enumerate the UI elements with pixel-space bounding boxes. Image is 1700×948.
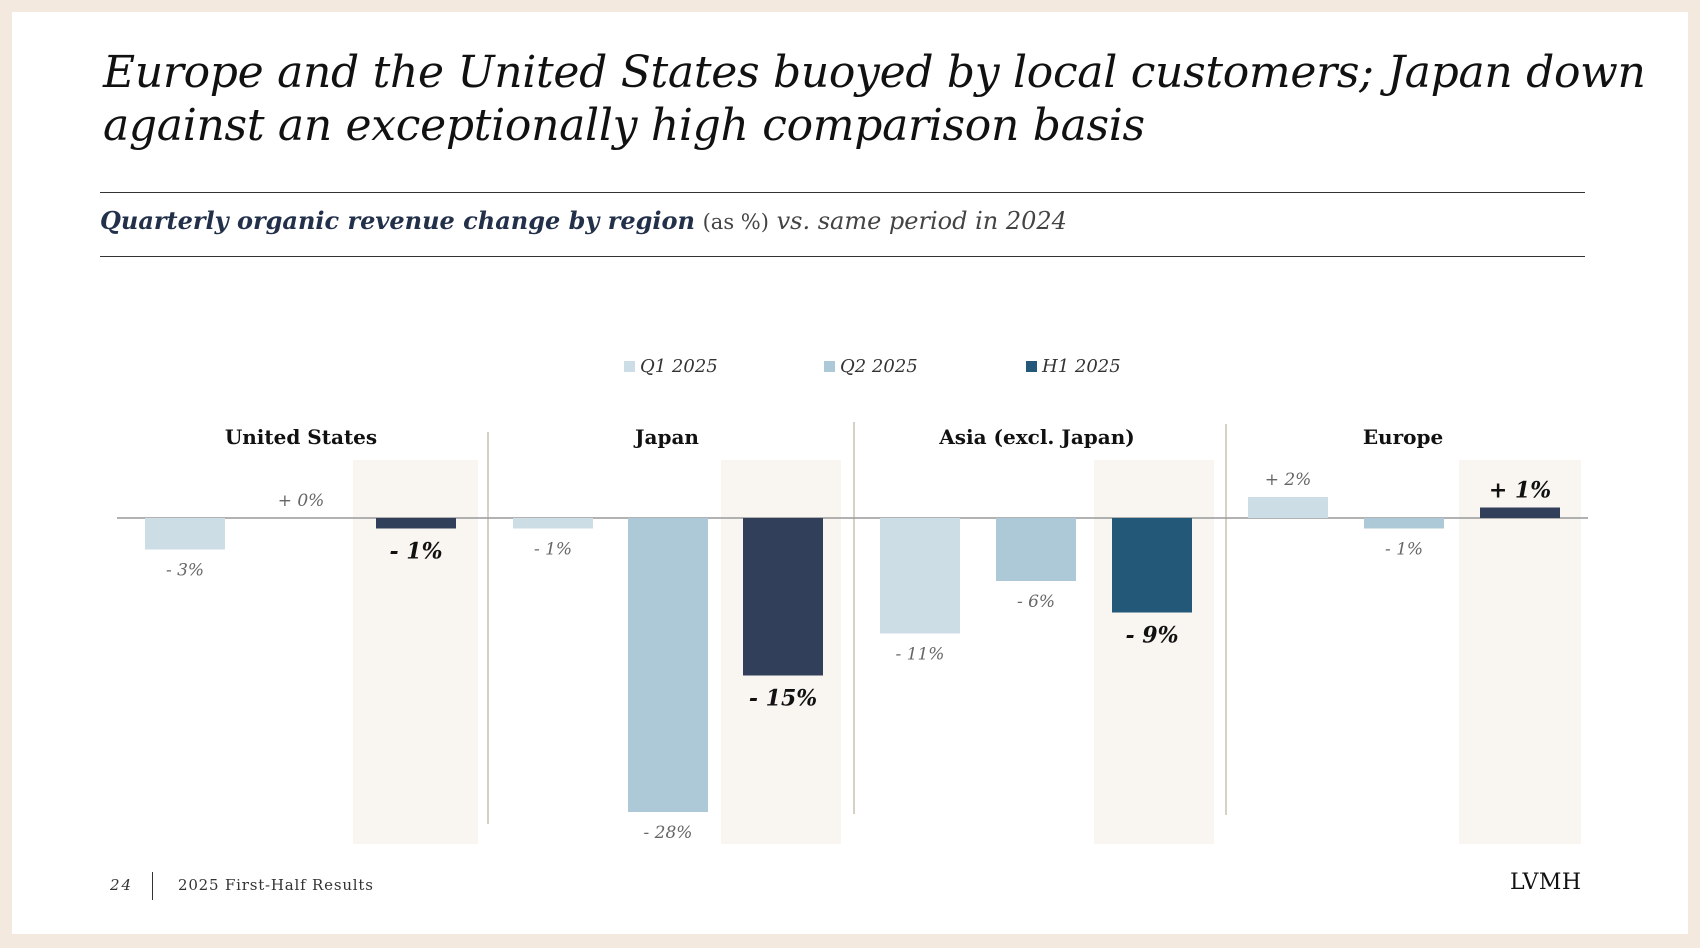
legend-label-q2: Q2 2025 bbox=[840, 356, 918, 377]
bar-q1-2025 bbox=[880, 518, 960, 634]
bar-q1-2025 bbox=[1248, 497, 1328, 518]
bar-q2-2025 bbox=[996, 518, 1076, 581]
data-label: - 1% bbox=[1385, 540, 1423, 560]
brand-logo: LVMH bbox=[1510, 870, 1582, 895]
h1-highlight-band bbox=[1459, 460, 1581, 844]
slide-title: Europe and the United States buoyed by l… bbox=[103, 47, 1646, 151]
data-label: - 1% bbox=[534, 540, 572, 560]
region-label: Europe bbox=[1363, 425, 1443, 449]
legend-item-h1: H1 2025 bbox=[1026, 356, 1121, 377]
document-title: 2025 First-Half Results bbox=[178, 876, 374, 894]
data-label: - 3% bbox=[166, 561, 204, 581]
data-label: - 1% bbox=[389, 539, 442, 565]
bar-h1-2025 bbox=[1112, 518, 1192, 613]
region-label: Asia (excl. Japan) bbox=[938, 425, 1134, 449]
data-label: + 0% bbox=[278, 491, 325, 511]
top-rule bbox=[100, 192, 1585, 193]
footer-separator bbox=[152, 872, 153, 900]
legend-label-q1: Q1 2025 bbox=[640, 356, 718, 377]
data-label: + 1% bbox=[1489, 478, 1551, 504]
legend-swatch-q1 bbox=[624, 361, 635, 372]
bottom-rule bbox=[100, 256, 1585, 257]
bar-q1-2025 bbox=[145, 518, 225, 550]
bar-h1-2025 bbox=[743, 518, 823, 676]
bar-h1-2025 bbox=[376, 518, 456, 529]
subtitle-bold: Quarterly organic revenue change by regi… bbox=[100, 206, 695, 235]
chart-subtitle: Quarterly organic revenue change by regi… bbox=[100, 206, 1067, 235]
region-label: United States bbox=[225, 425, 377, 449]
legend-swatch-h1 bbox=[1026, 361, 1037, 372]
data-label: - 6% bbox=[1017, 592, 1055, 612]
data-label: - 9% bbox=[1125, 623, 1178, 649]
legend-label-h1: H1 2025 bbox=[1042, 356, 1121, 377]
slide-background bbox=[12, 12, 1688, 934]
legend-item-q1: Q1 2025 bbox=[624, 356, 718, 377]
legend-item-q2: Q2 2025 bbox=[824, 356, 918, 377]
data-label: - 15% bbox=[749, 686, 817, 712]
data-label: + 2% bbox=[1265, 470, 1312, 490]
legend-swatch-q2 bbox=[824, 361, 835, 372]
region-label: Japan bbox=[633, 425, 699, 449]
chart-legend: Q1 2025 Q2 2025 H1 2025 bbox=[0, 356, 1700, 386]
data-label: - 28% bbox=[644, 823, 693, 843]
page-number: 24 bbox=[110, 876, 134, 894]
bar-q1-2025 bbox=[513, 518, 593, 529]
data-label: - 11% bbox=[896, 645, 945, 665]
bar-q2-2025 bbox=[628, 518, 708, 812]
bar-q2-2025 bbox=[1364, 518, 1444, 529]
subtitle-unit: (as %) bbox=[702, 210, 769, 234]
bar-h1-2025 bbox=[1480, 507, 1560, 518]
subtitle-rest: vs. same period in 2024 bbox=[776, 207, 1067, 235]
